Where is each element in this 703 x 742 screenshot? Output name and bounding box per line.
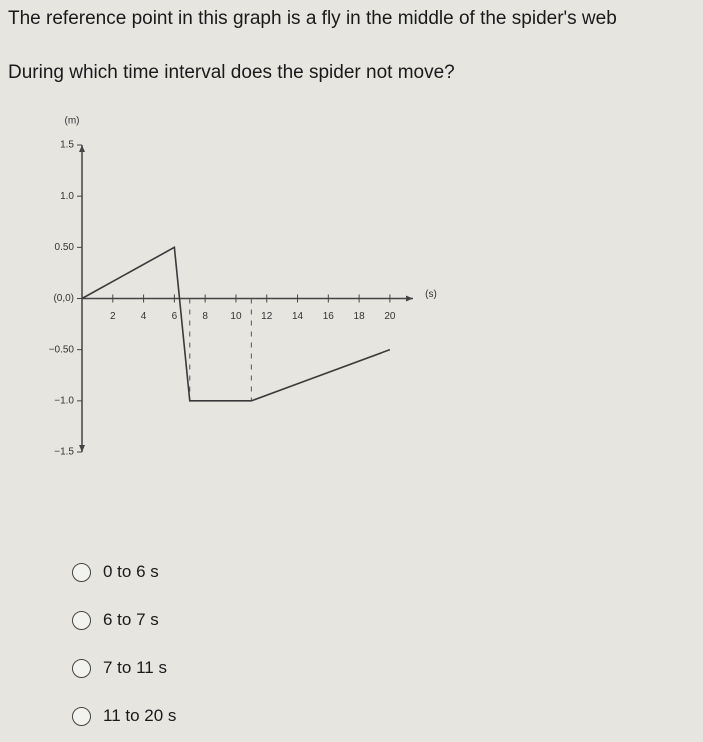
x-tick-label: 20 bbox=[384, 311, 396, 322]
axis-arrow bbox=[79, 445, 85, 452]
y-tick-label: −1.0 bbox=[54, 395, 74, 406]
x-tick-label: 14 bbox=[292, 311, 304, 322]
answer-option[interactable]: 6 to 7 s bbox=[72, 610, 159, 630]
answer-option[interactable]: 0 to 6 s bbox=[72, 562, 159, 582]
y-tick-label: −1.5 bbox=[54, 447, 74, 458]
x-tick-label: 6 bbox=[172, 311, 178, 322]
context-text: The reference point in this graph is a f… bbox=[8, 8, 617, 29]
radio-button[interactable] bbox=[72, 706, 91, 726]
x-tick-label: 12 bbox=[261, 311, 273, 322]
y-tick-label: (0,0) bbox=[53, 293, 74, 304]
chart: (m) (s) 1.5 1.0 0.50 (0,0) −0.50 −1.0 −1.5 2 4 6 8 10… bbox=[49, 116, 437, 458]
data-line bbox=[81, 246, 391, 402]
y-axis-label: (m) bbox=[65, 116, 80, 127]
option-label[interactable]: 6 to 7 s bbox=[103, 610, 159, 629]
x-tick-label: 18 bbox=[354, 311, 366, 322]
x-axis-label: (s) bbox=[425, 289, 437, 300]
axis-arrow bbox=[406, 295, 413, 302]
y-tick-label: 1.5 bbox=[60, 140, 74, 151]
y-tick-label: −0.50 bbox=[49, 344, 75, 355]
radio-button[interactable] bbox=[72, 610, 91, 630]
answer-option[interactable]: 7 to 11 s bbox=[72, 658, 167, 678]
radio-button[interactable] bbox=[72, 658, 91, 678]
y-tick-label: 0.50 bbox=[55, 242, 75, 253]
y-tick-label: 1.0 bbox=[60, 191, 74, 202]
radio-button[interactable] bbox=[72, 562, 91, 582]
option-label[interactable]: 11 to 20 s bbox=[103, 706, 177, 725]
x-tick-label: 2 bbox=[110, 311, 116, 322]
axis-arrow bbox=[79, 145, 85, 152]
x-tick-label: 8 bbox=[202, 311, 208, 322]
option-label[interactable]: 0 to 6 s bbox=[103, 562, 159, 581]
x-tick-label: 16 bbox=[323, 311, 335, 322]
option-label[interactable]: 7 to 11 s bbox=[103, 658, 167, 677]
x-tick-label: 10 bbox=[230, 311, 242, 322]
question-text: During which time interval does the spid… bbox=[8, 62, 455, 83]
x-tick-label: 4 bbox=[141, 311, 147, 322]
answer-option[interactable]: 11 to 20 s bbox=[72, 706, 176, 726]
